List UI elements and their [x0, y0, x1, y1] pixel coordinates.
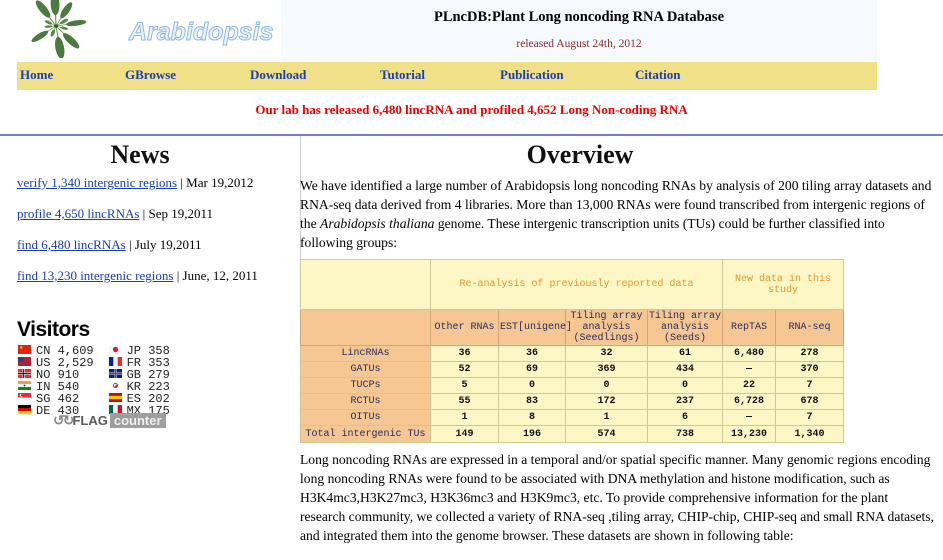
- svg-text:Arabidopsis: Arabidopsis: [128, 18, 274, 46]
